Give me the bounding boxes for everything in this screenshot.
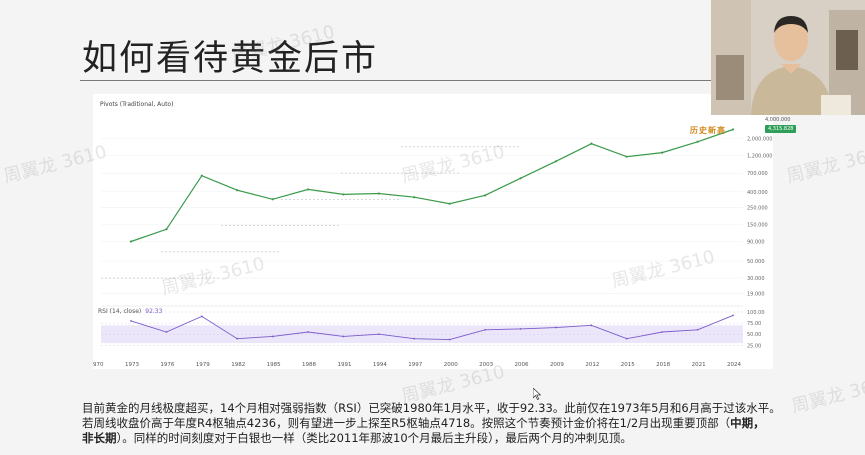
x-tick-label: 1982 <box>231 362 245 368</box>
x-tick-label: 1994 <box>373 362 387 368</box>
caption-emphasis-midterm: 中期， <box>730 416 765 430</box>
mouse-cursor-icon <box>533 388 541 400</box>
rsi-tick-label: 75.00 <box>747 321 761 327</box>
rsi-point <box>448 338 451 341</box>
rsi-current-value: 92.33 <box>145 308 163 315</box>
x-tick-label: 2018 <box>656 362 670 368</box>
x-tick-label: 2015 <box>621 362 635 368</box>
price-point <box>661 151 664 154</box>
price-tick-label: 400.000 <box>747 190 768 196</box>
x-tick-label: 2012 <box>585 362 599 368</box>
price-point <box>165 228 168 231</box>
price-point <box>200 174 203 177</box>
x-tick-label: 1976 <box>160 362 174 368</box>
price-tick-label: 700.000 <box>747 171 768 177</box>
rsi-point <box>732 314 734 317</box>
price-tick-label: 90.000 <box>747 239 765 245</box>
rsi-point <box>236 337 239 340</box>
caption-text: 目前黄金的月线极度超买，14个月相对强弱指数（RSI）已突破1980年1月水平，… <box>82 401 807 446</box>
caption-line-3-text: ）。同样的时间刻度对于白银也一样（类比2011年那波10个月最后主升段），最后两… <box>116 431 632 445</box>
rsi-point <box>555 326 557 329</box>
price-point <box>590 142 593 145</box>
price-point <box>625 155 628 158</box>
price-point <box>342 193 345 196</box>
price-point <box>413 196 416 199</box>
caption-line-1: 目前黄金的月线极度超买，14个月相对强弱指数（RSI）已突破1980年1月水平，… <box>82 401 781 415</box>
x-tick-label: 1985 <box>267 362 281 368</box>
pivots-indicator-label: Pivots (Traditional, Auto) <box>100 101 174 108</box>
rsi-point <box>200 315 203 318</box>
price-point <box>448 202 451 205</box>
presenter-webcam <box>711 0 865 115</box>
rsi-point <box>413 337 416 340</box>
rsi-label-text: RSI (14, close) <box>98 308 142 315</box>
rsi-tick-label: 100.00 <box>747 310 765 316</box>
caption-line-3: 非长期）。同样的时间刻度对于白银也一样（类比2011年那波10个月最后主升段），… <box>82 431 807 446</box>
rsi-tick-label: 50.00 <box>747 332 761 338</box>
rsi-point <box>590 324 593 327</box>
caption-emphasis-not-longterm: 非长期 <box>82 431 117 445</box>
x-tick-label: 1973 <box>125 362 139 368</box>
x-tick-label: 2000 <box>444 362 458 368</box>
x-tick-label: 2024 <box>727 362 741 368</box>
price-point <box>129 240 133 243</box>
gold-price-chart: 2,000.000 1,200.000 700.000 400.000 250.000 1… <box>93 128 772 368</box>
price-axis-top: 4,000.000 <box>765 117 791 123</box>
price-point <box>271 198 274 201</box>
price-tick-label: 1,200.000 <box>747 153 772 159</box>
rsi-point <box>271 335 274 338</box>
rsi-indicator-label: RSI (14, close) 92.33 <box>98 308 162 315</box>
price-tick-label: 150.000 <box>747 222 768 228</box>
rsi-point <box>625 337 628 340</box>
x-tick-label: 2006 <box>515 362 529 368</box>
price-point <box>696 140 699 143</box>
gold-price-line <box>130 128 734 243</box>
rsi-point <box>130 319 132 322</box>
last-price-badge: 4,315.828 <box>765 125 797 133</box>
x-tick-label: 1991 <box>337 362 351 368</box>
chart-panel: 2,000.000 1,200.000 700.000 400.000 250.000 1… <box>93 94 797 369</box>
price-tick-label: 250.000 <box>747 205 768 211</box>
x-tick-label: 970 <box>93 362 104 368</box>
rsi-point <box>342 335 345 338</box>
presenter-avatar-icon <box>711 0 865 115</box>
price-point <box>236 189 239 192</box>
rsi-point <box>519 327 522 330</box>
price-tick-label: 2,000.000 <box>747 136 772 142</box>
caption-line-2-text: 若周线收盘价高于年度R4枢轴点4236，则有望进一步上探至R5枢轴点4718。按… <box>82 416 731 430</box>
price-point <box>377 192 380 195</box>
price-point <box>554 160 558 163</box>
rsi-line <box>130 314 734 341</box>
all-time-high-annotation: 历史新高 <box>690 126 726 135</box>
x-tick-label: 2009 <box>550 362 564 368</box>
price-point <box>484 194 487 197</box>
slide-title: 如何看待黄金后市 <box>82 39 379 79</box>
rsi-point <box>661 331 664 333</box>
rsi-tick-label: 25.00 <box>747 343 761 349</box>
price-tick-label: 30.000 <box>747 276 765 282</box>
x-tick-label: 1997 <box>408 362 422 368</box>
price-tick-label: 50.000 <box>747 259 765 265</box>
x-tick-label: 2003 <box>479 362 493 368</box>
rsi-point <box>377 333 380 336</box>
price-point <box>306 188 310 191</box>
x-tick-label: 1988 <box>302 362 316 368</box>
price-tick-label: 19.000 <box>747 291 765 297</box>
rsi-point <box>484 328 487 331</box>
price-point <box>519 177 522 180</box>
title-divider <box>80 80 785 81</box>
watermark: 周翼龙 3610 <box>784 141 865 188</box>
rsi-point <box>696 328 699 331</box>
price-point <box>731 128 735 131</box>
x-tick-label: 1979 <box>196 362 210 368</box>
rsi-point <box>165 331 168 333</box>
x-tick-label: 2021 <box>692 362 706 368</box>
caption-line-2: 若周线收盘价高于年度R4枢轴点4236，则有望进一步上探至R5枢轴点4718。按… <box>82 416 807 431</box>
rsi-point <box>307 331 309 333</box>
